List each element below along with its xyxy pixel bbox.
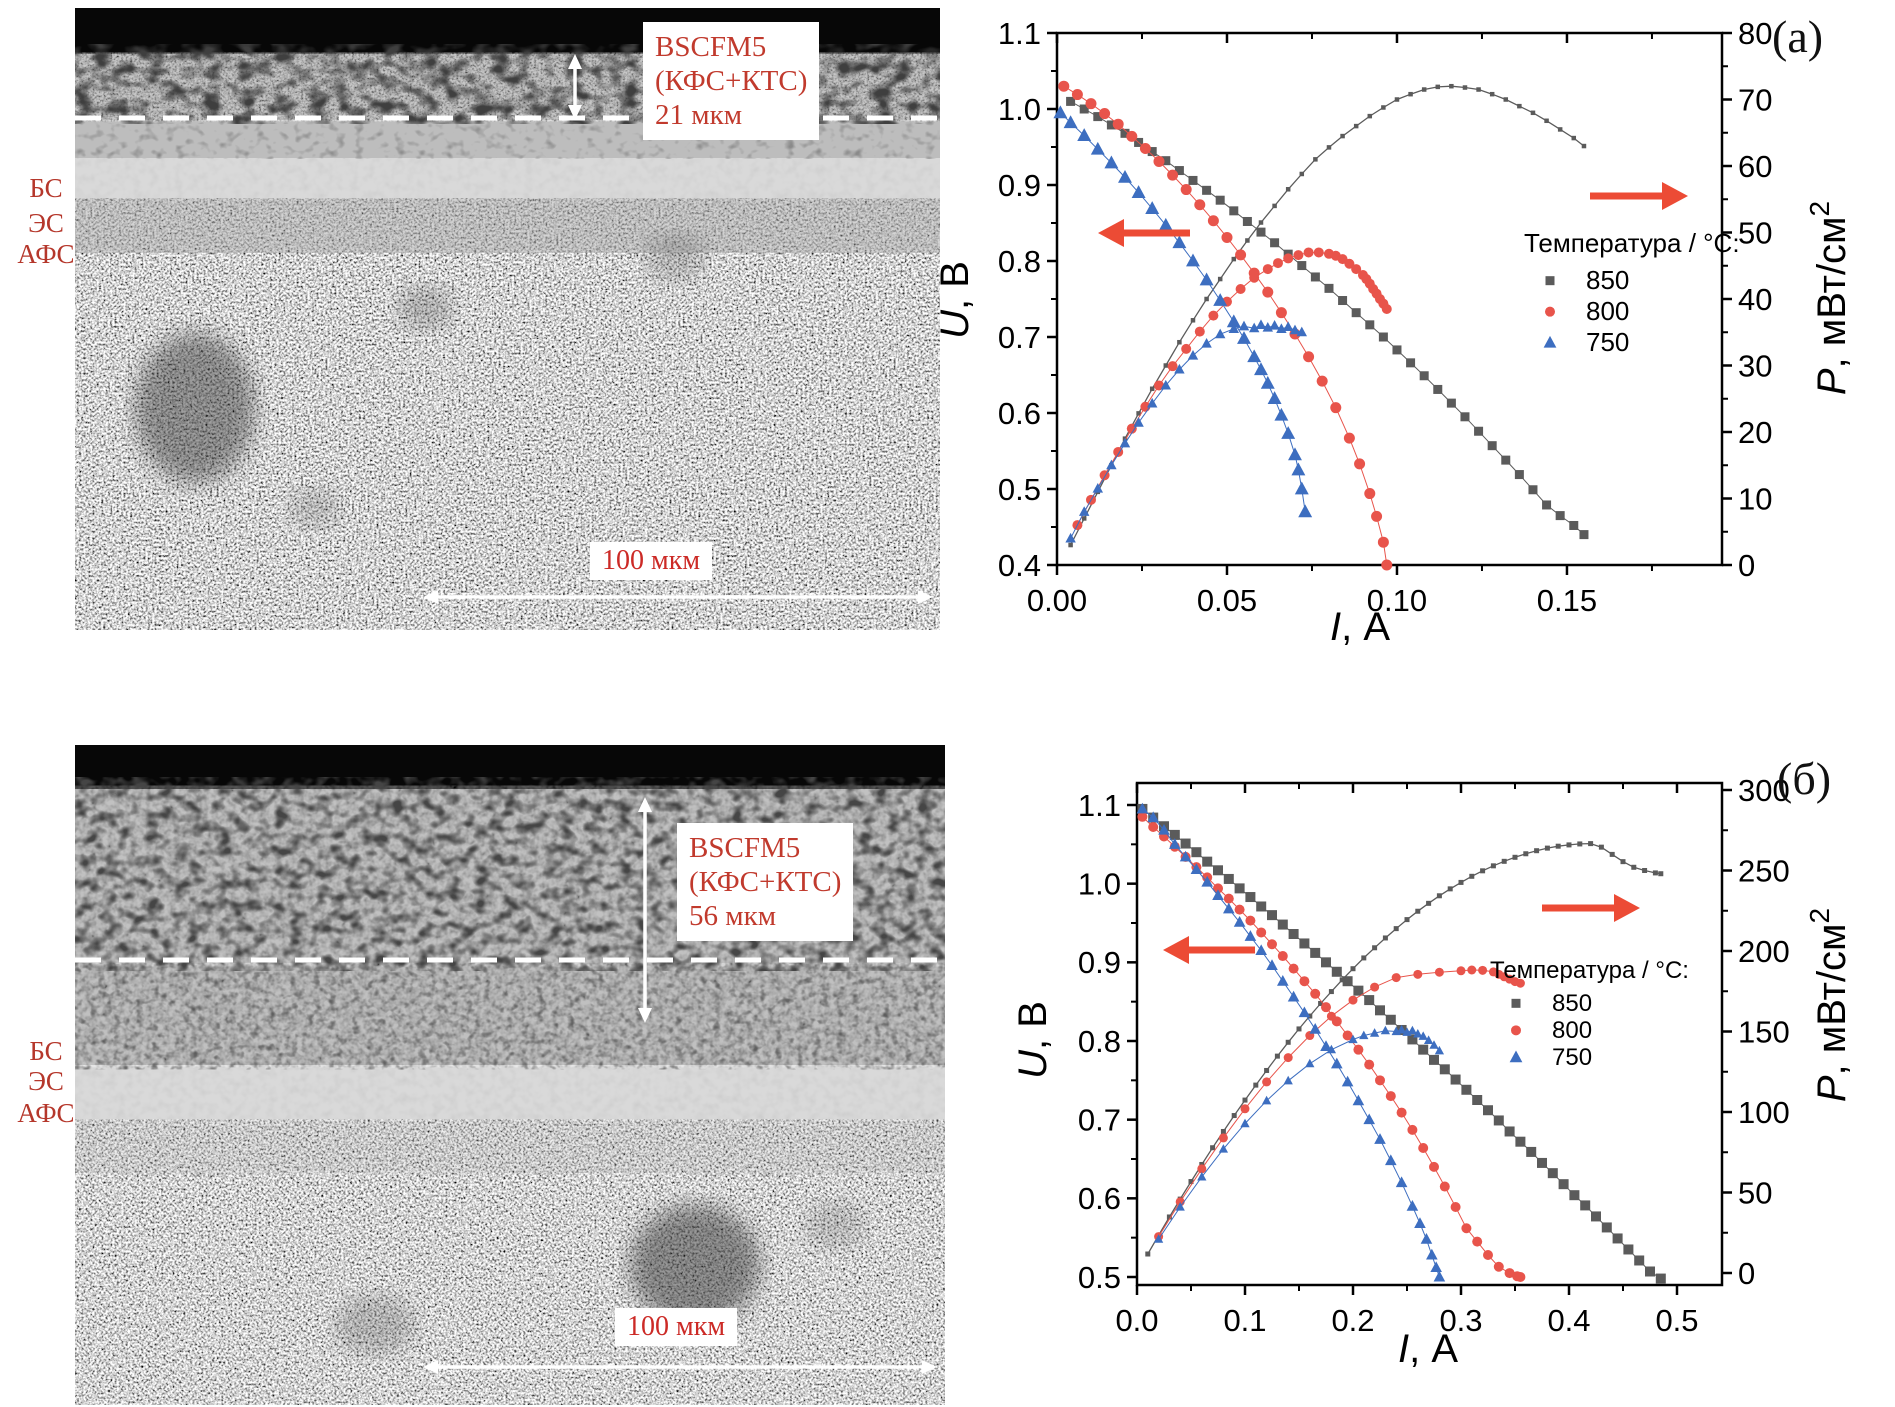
- svg-text:0.10: 0.10: [1367, 583, 1427, 618]
- svg-text:0.4: 0.4: [998, 548, 1041, 583]
- iv-power-chart-b: 0.0 0.1 0.2 0.3 0.4 0.5 0.5 0.6 0.7 0.8 0.9 1.0 1.1 0…: [1011, 773, 1854, 1371]
- sem-annotations-overlay-b: [75, 797, 945, 1374]
- svg-text:40: 40: [1738, 282, 1772, 317]
- svg-text:70: 70: [1738, 82, 1772, 117]
- annotation-line: BSCFM5: [689, 832, 801, 864]
- panel-tag-a: (a): [1772, 11, 1824, 62]
- svg-text:0.7: 0.7: [1078, 1103, 1121, 1138]
- svg-text:50: 50: [1738, 1175, 1772, 1210]
- layer-label-afs: АФС: [17, 1098, 75, 1128]
- scale-bar-arrow: [423, 590, 933, 604]
- svg-text:0.3: 0.3: [1439, 1303, 1482, 1338]
- svg-text:0.8: 0.8: [1078, 1024, 1121, 1059]
- svg-text:850: 850: [1552, 990, 1592, 1017]
- panel-tag-b: (б): [1777, 753, 1832, 804]
- svg-text:200: 200: [1738, 934, 1790, 969]
- svg-text:I, А: I, А: [1330, 605, 1390, 649]
- svg-text:100: 100: [1738, 1095, 1790, 1130]
- svg-text:0.5: 0.5: [998, 472, 1041, 507]
- svg-text:0.00: 0.00: [1027, 583, 1087, 618]
- svg-text:0: 0: [1738, 1256, 1755, 1291]
- svg-text:850: 850: [1586, 265, 1629, 295]
- svg-text:Температура / °C:: Температура / °C:: [1524, 228, 1740, 258]
- svg-text:20: 20: [1738, 415, 1772, 450]
- svg-text:U, В: U, В: [1011, 1001, 1055, 1079]
- svg-text:800: 800: [1586, 296, 1629, 326]
- svg-text:0.9: 0.9: [998, 168, 1041, 203]
- layer-label-es: ЭС: [28, 208, 64, 238]
- svg-text:0.15: 0.15: [1537, 583, 1597, 618]
- svg-text:750: 750: [1586, 327, 1629, 357]
- svg-text:50: 50: [1738, 215, 1772, 250]
- svg-text:1.1: 1.1: [998, 16, 1041, 51]
- layer-label-afs: АФС: [17, 239, 75, 269]
- annotation-line: (КФС+КТС): [689, 866, 842, 898]
- svg-text:0.7: 0.7: [998, 320, 1041, 355]
- sem-texture-b: [75, 745, 945, 1405]
- svg-text:0.5: 0.5: [1655, 1303, 1698, 1338]
- annotation-line: 56 мкм: [689, 900, 777, 932]
- svg-text:250: 250: [1738, 853, 1790, 888]
- svg-text:1.1: 1.1: [1078, 788, 1121, 823]
- svg-text:P, мВт/см2: P, мВт/см2: [1804, 908, 1854, 1102]
- svg-text:150: 150: [1738, 1014, 1790, 1049]
- svg-text:1.0: 1.0: [1078, 867, 1121, 902]
- layer-label-bs: БС: [29, 1036, 63, 1066]
- svg-text:800: 800: [1552, 1017, 1592, 1044]
- layer-label-bs: БС: [29, 173, 63, 203]
- svg-text:750: 750: [1552, 1044, 1592, 1071]
- svg-text:0.8: 0.8: [998, 244, 1041, 279]
- scale-bar-label-b: 100 мкм: [615, 1308, 738, 1346]
- svg-text:0.2: 0.2: [1331, 1303, 1374, 1338]
- svg-text:0.0: 0.0: [1115, 1303, 1158, 1338]
- svg-text:Температура / °C:: Температура / °C:: [1490, 957, 1689, 984]
- sem-micrograph-a: BSCFM5 (КФС+КТС) 21 мкм 100 мкм: [75, 8, 940, 630]
- annotation-line: (КФС+КТС): [655, 65, 808, 97]
- svg-text:300: 300: [1738, 773, 1790, 808]
- cathode-annotation-a: BSCFM5 (КФС+КТС) 21 мкм: [643, 22, 820, 140]
- svg-text:0: 0: [1738, 548, 1755, 583]
- svg-text:0.05: 0.05: [1197, 583, 1257, 618]
- svg-text:P, мВт/см2: P, мВт/см2: [1804, 201, 1854, 395]
- annotation-line: 21 мкм: [655, 99, 743, 131]
- svg-text:0.9: 0.9: [1078, 945, 1121, 980]
- sem-micrograph-b: BSCFM5 (КФС+КТС) 56 мкм 100 мкм: [75, 745, 945, 1405]
- svg-text:30: 30: [1738, 348, 1772, 383]
- thickness-arrow: [568, 54, 582, 120]
- cathode-annotation-b: BSCFM5 (КФС+КТС) 56 мкм: [677, 823, 854, 941]
- svg-text:10: 10: [1738, 481, 1772, 516]
- svg-text:60: 60: [1738, 149, 1772, 184]
- scale-bar-arrow: [423, 1360, 937, 1374]
- svg-text:80: 80: [1738, 16, 1772, 51]
- layer-label-es: ЭС: [28, 1066, 64, 1096]
- svg-text:1.0: 1.0: [998, 92, 1041, 127]
- svg-text:0.5: 0.5: [1078, 1260, 1121, 1295]
- iv-power-chart-a: 0.00 0.05 0.10 0.15 0.4 0.5 0.6 0.7 0.8 0.9 1.0 1.1…: [933, 16, 1854, 649]
- svg-text:U, В: U, В: [933, 261, 977, 339]
- svg-text:0.6: 0.6: [998, 396, 1041, 431]
- svg-text:I, А: I, А: [1398, 1327, 1458, 1371]
- thickness-arrow: [638, 797, 652, 1023]
- scale-bar-label-a: 100 мкм: [590, 542, 713, 580]
- svg-text:0.4: 0.4: [1547, 1303, 1590, 1338]
- svg-text:0.6: 0.6: [1078, 1181, 1121, 1216]
- annotation-line: BSCFM5: [655, 31, 767, 63]
- svg-text:0.1: 0.1: [1223, 1303, 1266, 1338]
